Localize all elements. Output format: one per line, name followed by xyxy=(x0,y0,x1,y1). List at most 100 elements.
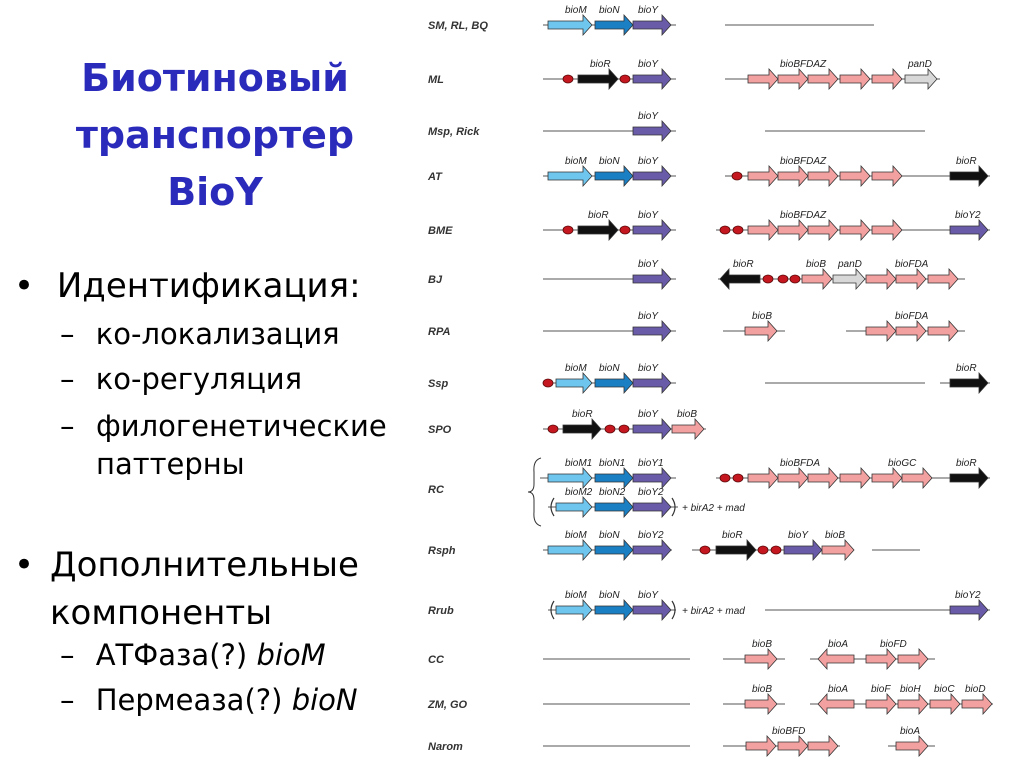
gene-name-bioM: bioM xyxy=(256,638,326,672)
bioC-gene xyxy=(929,692,961,716)
gene-label: bioBFDA xyxy=(780,458,820,469)
gene-label: bioR xyxy=(722,530,743,541)
slide-title: Биотиновый транспортер BioY xyxy=(40,50,390,221)
organism-label: SM, RL, BQ xyxy=(428,20,488,32)
gene-label: bioY xyxy=(638,363,659,374)
gene-label: bioM xyxy=(565,156,587,167)
bioN-gene xyxy=(594,164,634,188)
bioY1-gene xyxy=(632,466,672,490)
bioY-gene xyxy=(632,218,672,242)
dash: – xyxy=(60,362,75,396)
bio-gene xyxy=(777,67,809,91)
diagram-extras: + birA2 + mad + birA2 + mad xyxy=(527,457,745,620)
gene-label: bioC xyxy=(934,684,955,695)
bullet-dot: • xyxy=(14,266,35,306)
bioB-gene xyxy=(744,647,778,671)
bioY-gene xyxy=(632,417,672,441)
gene-label: bioN xyxy=(599,5,620,16)
gene-label: bioBFDAZ xyxy=(780,210,827,221)
bioR-gene xyxy=(562,417,602,441)
organism-label: ZM, GO xyxy=(427,699,468,711)
bioN-gene xyxy=(594,598,634,622)
bioA-gene xyxy=(817,647,855,671)
sub-item-text: Пермеаза(?) xyxy=(95,683,283,717)
bioY2-gene xyxy=(949,598,989,622)
bio-gene xyxy=(777,164,809,188)
gene-label: bioM2 xyxy=(565,487,593,498)
regulatory-site xyxy=(619,74,631,84)
gene-label: bioM xyxy=(565,530,587,541)
bioY-gene xyxy=(632,164,672,188)
organism-label: Msp, Rick xyxy=(428,126,480,138)
bioB-gene xyxy=(744,692,778,716)
regulatory-site xyxy=(699,545,711,555)
regulatory-site xyxy=(762,274,774,284)
bioR-gene xyxy=(577,67,619,91)
bioB-gene xyxy=(744,319,778,343)
organism-label: AT xyxy=(427,171,443,183)
bioY-gene xyxy=(632,371,672,395)
regulatory-sites xyxy=(542,74,801,555)
bio-gene xyxy=(895,267,927,291)
gene-label: bioF xyxy=(871,684,891,695)
bioY-gene xyxy=(783,538,823,562)
gene-labels: bioM bioN bioY bioR bioY bioBFDAZ panD bioY bioM… xyxy=(565,5,986,737)
gene-label: bioN1 xyxy=(599,458,625,469)
regulatory-site xyxy=(619,225,631,235)
gene-label: bioR xyxy=(733,259,754,270)
sub-item-text: АТФаза(?) xyxy=(95,638,248,672)
gene-label: panD xyxy=(837,259,862,270)
bioY-gene xyxy=(632,119,672,143)
gene-label: bioM xyxy=(565,363,587,374)
bioN1-gene xyxy=(594,466,634,490)
gene-label: bioFD xyxy=(880,639,907,650)
organism-label: RPA xyxy=(428,326,450,338)
bioA-gene xyxy=(817,692,855,716)
paren xyxy=(671,497,676,517)
regulatory-site xyxy=(719,225,731,235)
regulatory-site xyxy=(562,225,574,235)
regulatory-site xyxy=(732,473,744,483)
gene-label: bioY xyxy=(638,5,659,16)
gene-label: bioY xyxy=(638,210,659,221)
bioM-gene xyxy=(555,371,593,395)
bioY2-gene xyxy=(632,495,672,519)
bioR-gene xyxy=(949,466,989,490)
gene-label: bioM1 xyxy=(565,458,592,469)
bioM1-gene xyxy=(547,466,593,490)
bioY-gene xyxy=(632,319,672,343)
gene-label: bioY xyxy=(638,409,659,420)
gene-label: bioY xyxy=(638,590,659,601)
bio-gene xyxy=(865,267,897,291)
bioM-gene xyxy=(555,598,593,622)
bioN-gene xyxy=(594,13,634,37)
panD-gene xyxy=(904,67,938,91)
gene-label: bioY2 xyxy=(638,487,664,498)
bioN-gene xyxy=(594,371,634,395)
bio-gene xyxy=(747,466,779,490)
bioA-gene xyxy=(895,734,929,758)
gene-label: bioB xyxy=(825,530,845,541)
gene-label: bioB xyxy=(752,684,772,695)
bio-gene xyxy=(839,466,871,490)
gene-label: bioR xyxy=(590,59,611,70)
gene-label: bioY2 xyxy=(955,210,981,221)
organism-label: BME xyxy=(428,225,453,237)
gene-label: bioBFD xyxy=(772,726,805,737)
paren xyxy=(671,600,676,620)
birA2-note: + birA2 + mad xyxy=(682,503,745,514)
organism-labels: SM, RL, BQ ML Msp, Rick AT BME BJ RPA Ssp SPO RC R… xyxy=(427,20,488,753)
bioB-gene xyxy=(801,267,833,291)
organism-label: CC xyxy=(428,654,445,666)
dash: – xyxy=(60,317,75,351)
paren xyxy=(550,600,555,620)
bio-gene xyxy=(865,647,897,671)
bio-gene xyxy=(901,466,933,490)
regulatory-site xyxy=(777,274,789,284)
gene-label: bioB xyxy=(677,409,697,420)
organism-label: Narom xyxy=(428,741,463,753)
gene-label: panD xyxy=(907,59,932,70)
bio-gene xyxy=(871,218,903,242)
gene-label: bioH xyxy=(900,684,921,695)
organism-label: RC xyxy=(428,484,445,496)
